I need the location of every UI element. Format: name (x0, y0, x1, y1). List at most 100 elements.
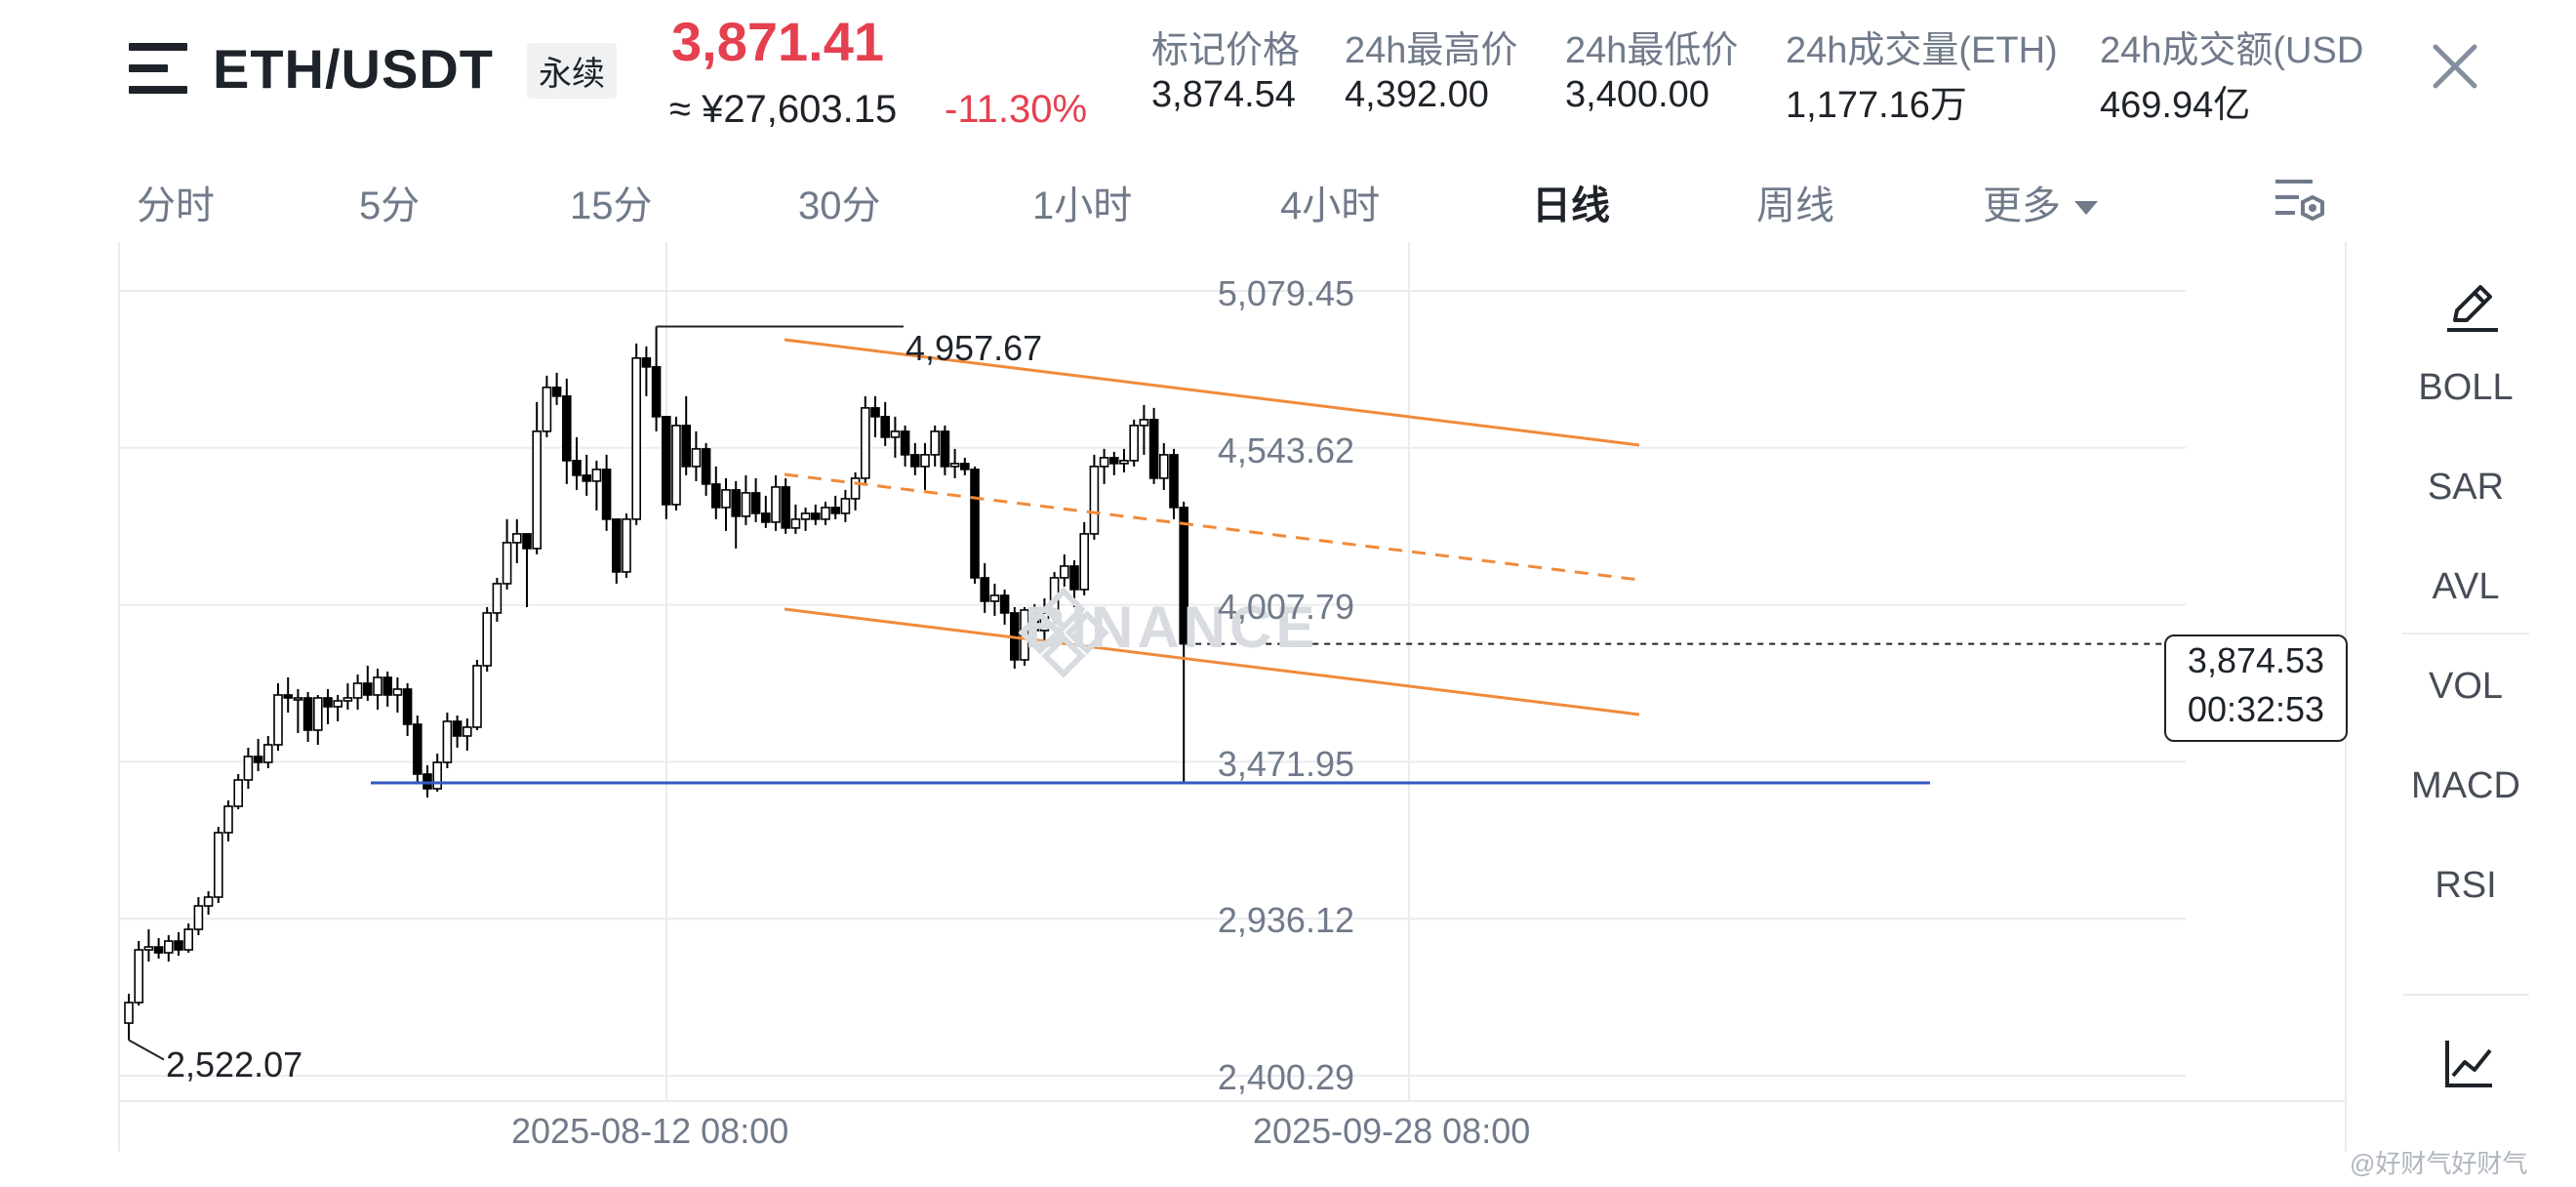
indicator-rsi[interactable]: RSI (2435, 865, 2497, 906)
candle-body (273, 694, 283, 746)
candle-body (412, 723, 423, 775)
y-tick-label: 3,471.95 (1217, 744, 1354, 784)
candle-body (821, 507, 830, 520)
channel-upper-line (784, 338, 1640, 447)
tab-30m[interactable]: 30分 (798, 184, 881, 227)
candle-body (442, 720, 453, 763)
candle-body (582, 474, 592, 482)
candle-body (522, 533, 532, 550)
candle-body (323, 697, 333, 708)
candle-body (860, 407, 870, 479)
candle-body (1060, 565, 1069, 579)
candle-body (452, 720, 463, 737)
pair-symbol[interactable]: ETH/USDT (213, 38, 494, 100)
tab-more-label: 更多 (1983, 184, 2061, 227)
indicator-vol[interactable]: VOL (2428, 666, 2504, 707)
tab-1h[interactable]: 1小时 (1032, 184, 1133, 227)
candle-body (989, 594, 1000, 602)
candle-body (760, 512, 771, 523)
current-price-value: 3,874.53 (2187, 640, 2325, 680)
candle-body (164, 940, 174, 954)
candle-body (710, 483, 721, 509)
tab-4h[interactable]: 4小时 (1280, 184, 1381, 227)
indicator-macd[interactable]: MACD (2411, 765, 2520, 806)
channel-mid-line (784, 472, 1640, 582)
candle-body (203, 896, 214, 907)
candle-body (900, 430, 910, 456)
candle-body (572, 460, 582, 476)
chevron-down-icon (2074, 201, 2098, 216)
candle-body (681, 425, 692, 468)
close-icon[interactable] (2428, 39, 2482, 94)
candle-body (333, 700, 343, 708)
candle-body (790, 518, 801, 529)
candle-body (382, 676, 393, 696)
x-tick-label: 2025-08-12 08:00 (511, 1111, 789, 1151)
candle-body (631, 357, 642, 520)
candle-body (800, 512, 811, 520)
indicator-sar[interactable]: SAR (2427, 467, 2505, 508)
high-24h-value: 4,392.00 (1345, 74, 1489, 115)
author-credit: @好财气好财气 (2350, 1149, 2528, 1178)
candle-body (721, 489, 731, 509)
candle-body (651, 366, 662, 418)
candle-body (253, 756, 263, 763)
tab-1d[interactable]: 日线 (1532, 184, 1610, 227)
y-tick-label: 2,400.29 (1217, 1057, 1354, 1097)
candle-body (691, 448, 702, 468)
candle-body (601, 469, 612, 520)
candle-body (1139, 419, 1149, 427)
candle-body (870, 407, 880, 418)
chart-type-icon[interactable] (2441, 1037, 2496, 1091)
menu-icon[interactable] (129, 39, 187, 98)
y-tick-label: 4,007.79 (1217, 587, 1354, 627)
binance-logo-icon (1018, 587, 1109, 678)
candle-body (183, 928, 193, 951)
candle-body (1148, 419, 1159, 479)
candle-body (243, 756, 254, 781)
candle-body (362, 682, 373, 696)
candle-body (741, 492, 751, 517)
candle-body (909, 454, 920, 468)
indicator-avl[interactable]: AVL (2432, 566, 2500, 607)
low-marker-line (128, 1039, 165, 1061)
tab-15m[interactable]: 15分 (570, 184, 653, 227)
candle-body (124, 1002, 134, 1024)
tab-5m[interactable]: 5分 (359, 184, 421, 227)
volume-24h-value: 1,177.16万 (1786, 85, 1967, 126)
last-price: 3,871.41 (671, 11, 884, 72)
candle-body (223, 805, 233, 834)
x-tick-label: 2025-09-28 08:00 (1253, 1111, 1531, 1151)
candle-body (641, 357, 652, 368)
candle-body (542, 387, 552, 432)
candle-body (312, 697, 323, 731)
indicator-boll[interactable]: BOLL (2418, 367, 2514, 408)
tab-timeline[interactable]: 分时 (137, 184, 215, 227)
candle-body (233, 779, 243, 807)
candle-body (1079, 533, 1089, 591)
candle-body (214, 832, 223, 898)
high-price-label: 4,957.67 (906, 328, 1043, 368)
candle-body (1129, 425, 1139, 462)
low-price-label: 2,522.07 (166, 1044, 303, 1085)
candle-body (392, 688, 403, 696)
candle-body (1159, 454, 1169, 479)
candle-body (940, 430, 950, 468)
candle-body (671, 425, 681, 506)
candle-body (561, 395, 572, 462)
candle-body (1169, 454, 1179, 509)
mark-price-label: 标记价格 (1151, 30, 1301, 71)
candle-body (840, 498, 851, 514)
cny-price: ≈ ¥27,603.15 (669, 88, 898, 131)
tab-1w[interactable]: 周线 (1756, 184, 1834, 227)
candle-body (999, 594, 1010, 614)
pencil-icon[interactable] (2443, 277, 2502, 336)
chart-settings-icon[interactable] (2274, 172, 2328, 226)
candle-body (283, 694, 294, 699)
candle-body (810, 512, 821, 520)
candle-body (622, 518, 631, 573)
y-tick-label: 2,936.12 (1217, 900, 1354, 940)
tab-more[interactable]: 更多 (1983, 174, 2098, 230)
candle-body (850, 477, 861, 500)
